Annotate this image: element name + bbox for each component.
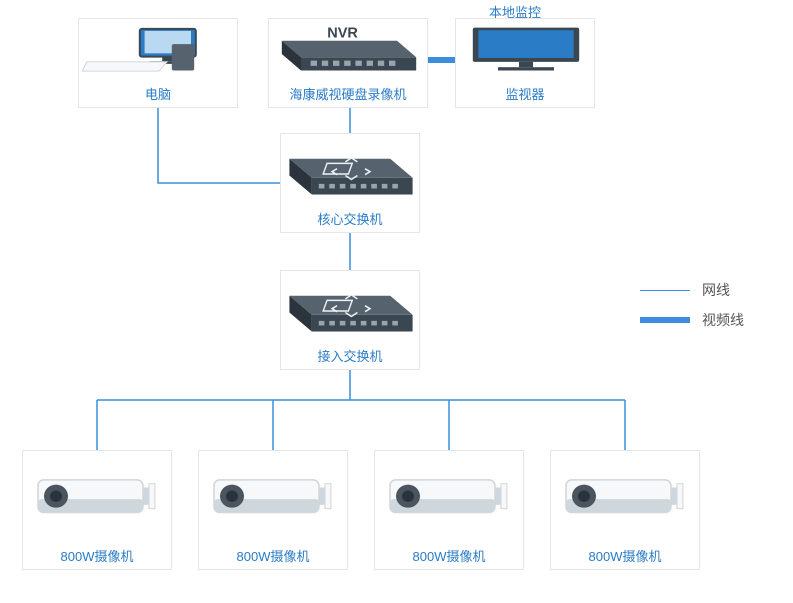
node-acc_sw: 接入交换机 [280, 270, 420, 370]
node-label-cam4: 800W摄像机 [551, 546, 699, 565]
node-label-pc: 电脑 [79, 84, 237, 103]
node-label-monitor: 监视器 [456, 84, 594, 103]
node-label-cam1: 800W摄像机 [23, 546, 171, 565]
legend: 网线 视频线 [640, 280, 744, 340]
nvr-icon: NVR [269, 21, 429, 87]
node-label-cam2: 800W摄像机 [199, 546, 347, 565]
node-label-nvr: 海康威视硬盘录像机 [269, 84, 427, 103]
node-cam2: 800W摄像机 [198, 450, 348, 570]
legend-line-net [640, 290, 690, 291]
node-nvr: NVR 海康威视硬盘录像机 [268, 18, 428, 108]
svg-text:NVR: NVR [327, 26, 358, 42]
camera-icon [375, 453, 525, 549]
node-core_sw: 核心交换机 [280, 133, 420, 233]
legend-line-video [640, 317, 690, 323]
node-cam4: 800W摄像机 [550, 450, 700, 570]
camera-icon [551, 453, 701, 549]
monitor-icon [456, 21, 596, 87]
node-label-acc_sw: 接入交换机 [281, 346, 419, 365]
edge-net [158, 108, 280, 183]
node-pc: 电脑 [78, 18, 238, 108]
camera-icon [199, 453, 349, 549]
camera-icon [23, 453, 173, 549]
node-monitor: 监视器 [455, 18, 595, 108]
legend-item-net: 网线 [640, 280, 744, 300]
legend-label-video: 视频线 [702, 310, 744, 330]
switch-icon [281, 136, 421, 212]
switch-icon [281, 273, 421, 349]
node-cam1: 800W摄像机 [22, 450, 172, 570]
node-label-cam3: 800W摄像机 [375, 546, 523, 565]
legend-label-net: 网线 [702, 280, 730, 300]
node-cam3: 800W摄像机 [374, 450, 524, 570]
legend-item-video: 视频线 [640, 310, 744, 330]
node-label-core_sw: 核心交换机 [281, 209, 419, 228]
pc-icon [79, 21, 239, 87]
